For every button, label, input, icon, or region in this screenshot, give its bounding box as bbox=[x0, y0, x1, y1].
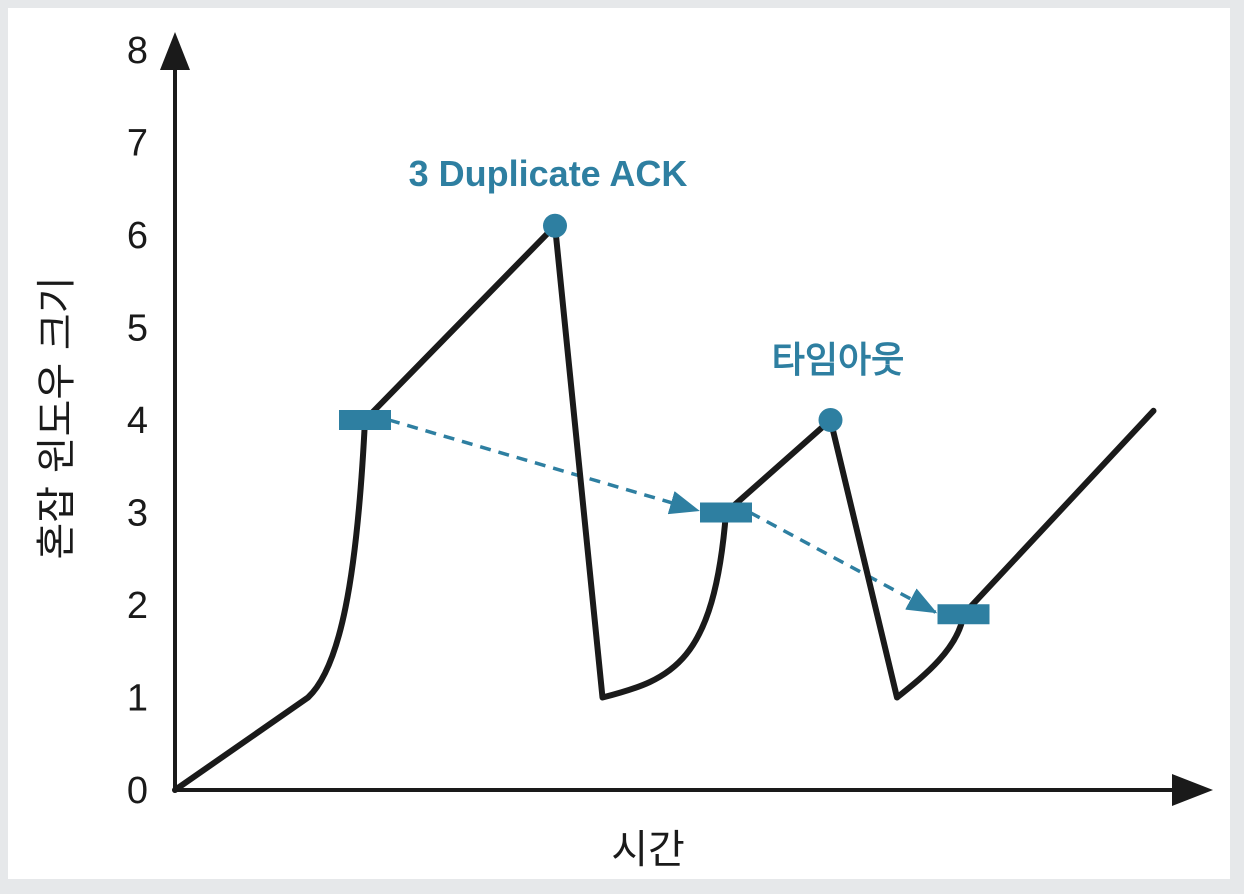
y-axis-arrow-icon bbox=[160, 32, 190, 70]
threshold-marker bbox=[937, 604, 990, 625]
y-tick-label: 3 bbox=[127, 493, 148, 535]
threshold-marker bbox=[339, 410, 391, 430]
y-tick-label: 2 bbox=[127, 585, 148, 627]
y-tick-label: 7 bbox=[127, 123, 148, 165]
threshold-arrows bbox=[388, 418, 938, 614]
annotation-timeout: 타임아웃 bbox=[772, 339, 904, 380]
x-axis-arrow-icon bbox=[1172, 774, 1213, 806]
x-axis-label: 시간 bbox=[611, 827, 685, 873]
y-tick-label: 0 bbox=[127, 770, 148, 812]
y-tick-label: 1 bbox=[127, 678, 148, 720]
markers bbox=[339, 213, 990, 625]
series-line bbox=[172, 222, 1157, 793]
y-tick-label: 8 bbox=[127, 30, 148, 72]
threshold-marker bbox=[700, 502, 752, 523]
chart-frame: 시간 혼잡 윈도우 크기 0 1 2 3 4 5 6 7 8 3 Duplicate ACK 타… bbox=[8, 8, 1230, 879]
event-marker bbox=[818, 408, 843, 432]
y-tick-label: 5 bbox=[127, 308, 148, 350]
y-axis-label: 혼잡 윈도우 크기 bbox=[34, 276, 80, 559]
y-tick-label: 4 bbox=[127, 400, 148, 442]
threshold-arrow bbox=[388, 418, 700, 515]
threshold-arrow bbox=[749, 510, 938, 614]
annotation-3-duplicate-ack: 3 Duplicate ACK bbox=[409, 153, 688, 194]
y-tick-labels: 0 1 2 3 4 5 6 7 8 bbox=[127, 30, 148, 812]
event-marker bbox=[543, 213, 567, 238]
y-tick-label: 6 bbox=[127, 215, 148, 257]
congestion-window-chart: 시간 혼잡 윈도우 크기 0 1 2 3 4 5 6 7 8 3 Duplicate ACK 타… bbox=[34, 30, 1213, 873]
